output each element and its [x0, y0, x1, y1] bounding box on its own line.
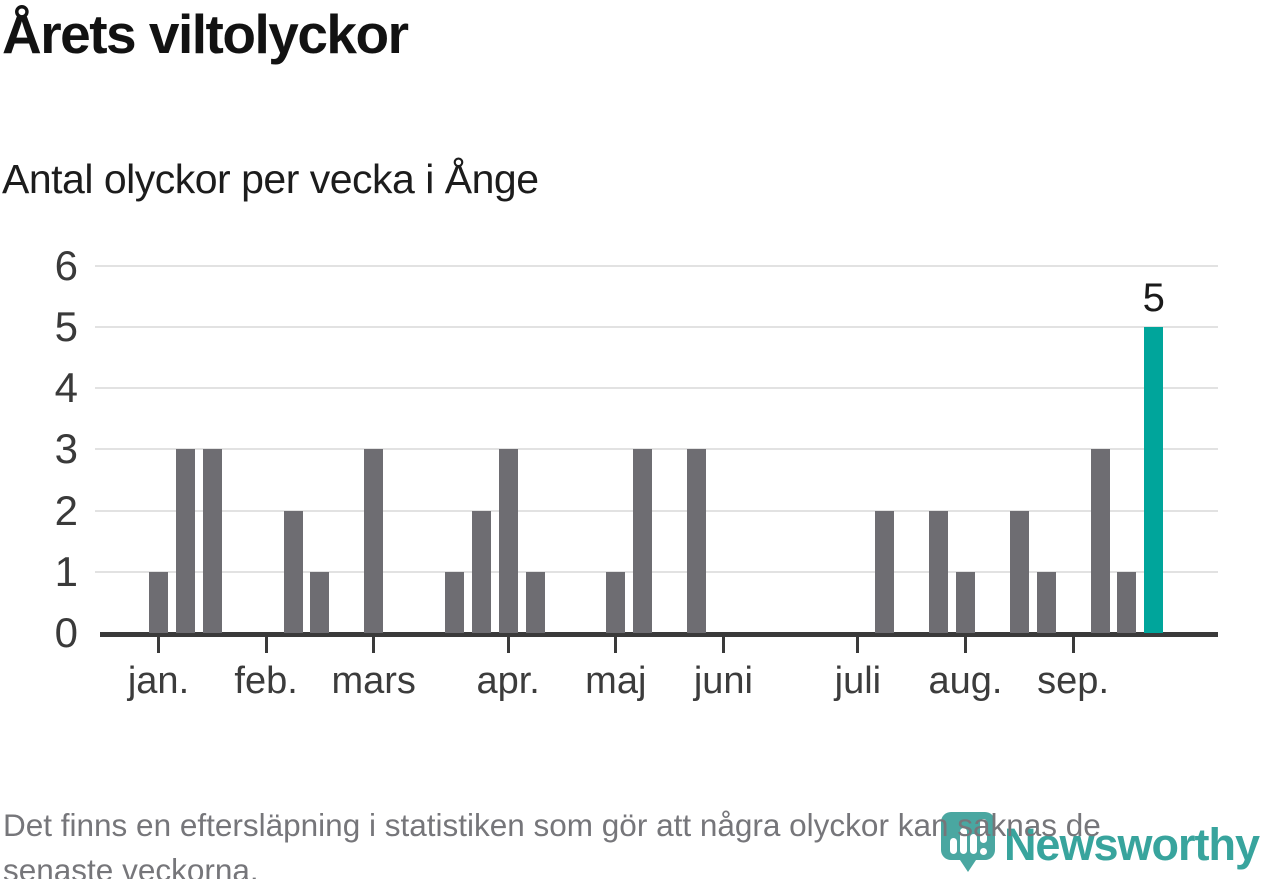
bar-week-36: [1090, 449, 1110, 633]
gridline-y4: [95, 387, 1218, 390]
x-axis-label-aug: aug.: [928, 660, 1003, 702]
x-tick-aug: [964, 637, 967, 653]
gridline-y6: [95, 264, 1218, 267]
gridline-y5: [95, 326, 1218, 328]
y-axis-label-3: 3: [54, 425, 78, 473]
data-lag-disclaimer: Det finns en eftersläpning i statistiken…: [3, 807, 1101, 879]
x-axis-line: [100, 632, 1218, 637]
chart-subtitle: Antal olyckor per vecka i Ånge: [2, 156, 539, 202]
x-tick-feb: [264, 637, 268, 653]
x-tick-sep: [1071, 637, 1075, 653]
x-tick-maj: [614, 637, 618, 653]
y-axis-label-4: 4: [54, 364, 78, 412]
y-axis-label-1: 1: [54, 547, 78, 595]
gridline-y2: [95, 509, 1218, 512]
newsworthy-pin-barchart-icon: [940, 812, 995, 877]
x-axis-label-mars: mars: [331, 660, 416, 702]
y-axis-label-2: 2: [54, 486, 78, 534]
x-axis-label-jan: jan.: [127, 660, 190, 702]
x-axis-label-apr: apr.: [476, 660, 540, 702]
bar-week-2: [175, 449, 195, 633]
x-tick-mars: [372, 637, 376, 653]
x-axis-label-juli: juli: [834, 660, 882, 702]
x-axis-label-feb: feb.: [234, 660, 298, 702]
page-title: Årets viltolyckor: [2, 3, 409, 65]
bar-week-14: [498, 449, 518, 633]
bar-week-28: [875, 510, 895, 633]
x-axis-label-maj: maj: [585, 660, 647, 702]
bar-week-31: [956, 571, 975, 633]
bar-week-1: [149, 571, 168, 633]
newsworthy-logo: Newsworthy: [940, 812, 1260, 877]
bar-week-12: [444, 571, 464, 633]
bar-week-30: [929, 510, 949, 633]
x-axis-label-juni: juni: [693, 660, 753, 702]
bar-week-19: [633, 449, 653, 633]
bar-week-33: [1009, 510, 1029, 633]
bar-week-13: [471, 510, 491, 633]
gridline-y1: [95, 570, 1218, 573]
bar-week-3: [202, 449, 222, 633]
x-tick-juni: [721, 637, 725, 653]
x-tick-juli: [856, 637, 860, 653]
bar-week-18: [606, 571, 626, 633]
gridline-y3: [95, 448, 1218, 451]
highlight-value-label: 5: [1142, 276, 1165, 320]
y-axis-label-5: 5: [54, 303, 78, 350]
y-axis-label-0: 0: [54, 609, 78, 656]
bar-week-37: [1117, 571, 1137, 633]
bar-week-21: [687, 449, 706, 633]
y-axis-label-6: 6: [54, 241, 78, 289]
bar-week-9: [364, 449, 384, 633]
x-axis-label-sep: sep.: [1037, 660, 1109, 702]
x-tick-apr: [506, 637, 510, 653]
x-tick-jan: [157, 637, 160, 653]
newsworthy-wordmark: Newsworthy: [1003, 818, 1260, 870]
bar-week-15: [525, 571, 545, 633]
bar-week-7: [310, 571, 330, 633]
bar-week-38: [1144, 327, 1164, 633]
bar-week-34: [1036, 571, 1056, 633]
bar-week-6: [283, 510, 303, 633]
